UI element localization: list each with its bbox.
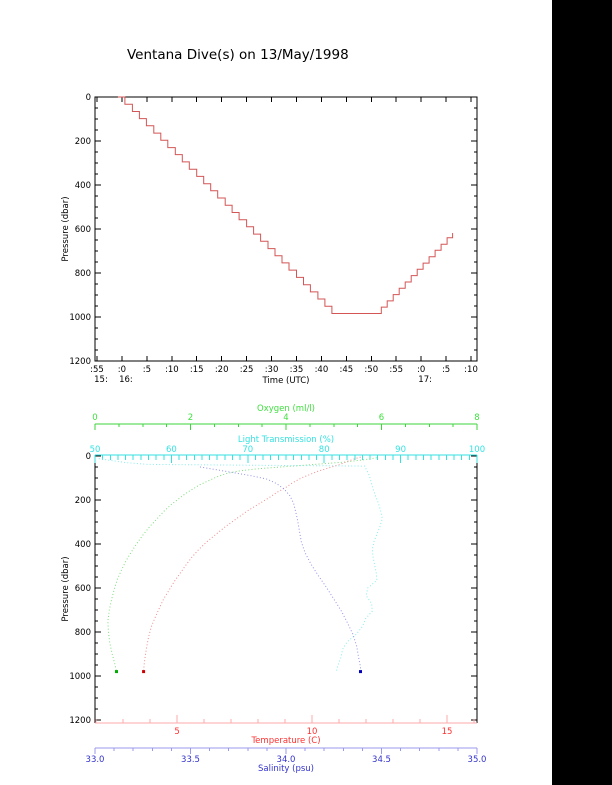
svg-text:70: 70 bbox=[242, 445, 253, 455]
oxygen-curve bbox=[107, 457, 377, 672]
svg-text::20: :20 bbox=[215, 365, 229, 375]
svg-text:400: 400 bbox=[75, 181, 91, 191]
svg-text:100: 100 bbox=[469, 445, 485, 455]
svg-text:34.0: 34.0 bbox=[277, 755, 296, 765]
svg-text::5: :5 bbox=[442, 365, 450, 375]
svg-text::45: :45 bbox=[339, 365, 353, 375]
svg-text:0: 0 bbox=[86, 93, 91, 103]
svg-text::15: :15 bbox=[190, 365, 204, 375]
svg-text::35: :35 bbox=[290, 365, 304, 375]
salinity-curve bbox=[199, 466, 361, 672]
svg-text:8: 8 bbox=[474, 413, 479, 423]
svg-text:400: 400 bbox=[75, 540, 91, 550]
time-axis-label: Time (UTC) bbox=[262, 376, 310, 386]
svg-text:800: 800 bbox=[75, 269, 91, 279]
temperature-end-marker bbox=[142, 670, 146, 674]
svg-text:10: 10 bbox=[307, 727, 318, 737]
pressure-axis-label-bottom-chart: Pressure (dbar) bbox=[61, 556, 71, 622]
dive-profile-line bbox=[117, 96, 454, 314]
svg-text::0: :0 bbox=[118, 365, 126, 375]
svg-text:200: 200 bbox=[75, 137, 91, 147]
right-black-strip bbox=[552, 0, 612, 785]
svg-text::0: :0 bbox=[417, 365, 425, 375]
svg-text:600: 600 bbox=[75, 584, 91, 594]
svg-text:33.5: 33.5 bbox=[181, 755, 200, 765]
svg-text:34.5: 34.5 bbox=[372, 755, 391, 765]
svg-text:0: 0 bbox=[86, 452, 91, 462]
svg-text::10: :10 bbox=[165, 365, 179, 375]
svg-text:4: 4 bbox=[283, 413, 288, 423]
svg-text::30: :30 bbox=[265, 365, 279, 375]
salinity-end-marker bbox=[358, 670, 362, 674]
svg-text:1200: 1200 bbox=[69, 357, 91, 367]
svg-text:600: 600 bbox=[75, 225, 91, 235]
svg-text:90: 90 bbox=[395, 445, 406, 455]
svg-text:50: 50 bbox=[90, 445, 101, 455]
svg-text:16:: 16: bbox=[119, 375, 133, 385]
svg-text::50: :50 bbox=[364, 365, 378, 375]
svg-text:1000: 1000 bbox=[69, 672, 91, 682]
svg-text:200: 200 bbox=[75, 496, 91, 506]
svg-text::10: :10 bbox=[464, 365, 478, 375]
svg-text:1200: 1200 bbox=[69, 716, 91, 726]
svg-text::40: :40 bbox=[315, 365, 329, 375]
svg-text:33.0: 33.0 bbox=[86, 755, 105, 765]
light-transmission-axis-label: Light Transmission (%) bbox=[237, 435, 335, 445]
svg-text:80: 80 bbox=[319, 445, 330, 455]
svg-text::5: :5 bbox=[143, 365, 151, 375]
svg-text:0: 0 bbox=[92, 413, 97, 423]
svg-text:5: 5 bbox=[174, 727, 179, 737]
svg-text:15:: 15: bbox=[94, 375, 108, 385]
dive-depth-chart: 020040060080010001200:5515::016::5:10:15… bbox=[69, 93, 478, 385]
svg-text:800: 800 bbox=[75, 628, 91, 638]
oxygen-axis-label: Oxygen (ml/l) bbox=[257, 404, 315, 414]
svg-text:35.0: 35.0 bbox=[468, 755, 487, 765]
pressure-axis-label-top-chart: Pressure (dbar) bbox=[61, 196, 71, 262]
svg-text:2: 2 bbox=[188, 413, 193, 423]
svg-text::25: :25 bbox=[240, 365, 254, 375]
svg-text:6: 6 bbox=[379, 413, 384, 423]
oxygen-end-marker bbox=[114, 670, 118, 674]
page-title: Ventana Dive(s) on 13/May/1998 bbox=[127, 47, 349, 63]
svg-text:60: 60 bbox=[166, 445, 177, 455]
svg-text::55: :55 bbox=[389, 365, 403, 375]
svg-text:1000: 1000 bbox=[69, 313, 91, 323]
temperature-axis-label: Temperature (C) bbox=[251, 736, 321, 746]
svg-text:15: 15 bbox=[442, 727, 453, 737]
temperature-curve bbox=[143, 456, 361, 672]
svg-text::55: :55 bbox=[90, 365, 104, 375]
light_transmission-curve bbox=[98, 458, 383, 672]
salinity-axis-label: Salinity (psu) bbox=[258, 764, 314, 774]
ctd-profiles-chart: 0 200 400 600 800 1000 1200 50 60 70 80 90 100 5 10 15 0… bbox=[69, 413, 486, 765]
svg-text:17:: 17: bbox=[418, 375, 432, 385]
